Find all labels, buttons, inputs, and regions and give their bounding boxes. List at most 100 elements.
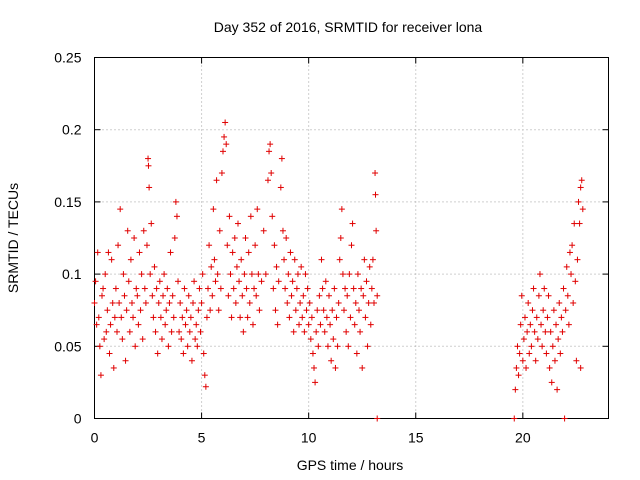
data-point bbox=[291, 256, 298, 263]
data-point bbox=[517, 321, 524, 328]
data-point bbox=[113, 328, 120, 335]
data-point bbox=[372, 170, 379, 177]
data-point bbox=[112, 285, 119, 292]
data-point bbox=[275, 278, 282, 285]
data-point bbox=[190, 299, 197, 306]
data-point bbox=[349, 220, 356, 227]
data-point bbox=[267, 141, 274, 148]
data-point bbox=[315, 343, 322, 350]
data-point bbox=[127, 256, 134, 263]
data-point bbox=[92, 278, 99, 285]
data-point bbox=[293, 285, 300, 292]
data-point bbox=[543, 350, 550, 357]
data-point bbox=[576, 220, 583, 227]
data-point bbox=[577, 364, 584, 371]
data-point bbox=[348, 242, 355, 249]
data-point bbox=[575, 198, 582, 205]
data-point bbox=[223, 141, 230, 148]
data-point bbox=[254, 206, 261, 213]
data-point bbox=[106, 350, 113, 357]
data-point bbox=[353, 350, 360, 357]
data-point bbox=[557, 350, 564, 357]
data-point bbox=[579, 206, 586, 213]
data-point bbox=[169, 292, 176, 299]
data-point bbox=[202, 383, 209, 390]
data-point bbox=[540, 307, 547, 314]
data-point bbox=[145, 162, 152, 169]
data-point bbox=[95, 314, 102, 321]
data-point bbox=[334, 343, 341, 350]
data-point bbox=[96, 343, 103, 350]
data-point bbox=[93, 321, 100, 328]
data-point bbox=[236, 278, 243, 285]
data-point bbox=[343, 328, 350, 335]
data-point bbox=[150, 314, 157, 321]
data-point bbox=[531, 328, 538, 335]
x-tick-label: 0 bbox=[91, 430, 99, 446]
data-point bbox=[347, 314, 354, 321]
data-point bbox=[554, 386, 561, 393]
data-point bbox=[152, 328, 159, 335]
data-point bbox=[98, 292, 105, 299]
data-point bbox=[145, 155, 152, 162]
data-point bbox=[521, 314, 528, 321]
data-point bbox=[191, 278, 198, 285]
data-point bbox=[561, 415, 568, 422]
data-point bbox=[166, 299, 173, 306]
data-point bbox=[364, 343, 371, 350]
data-point bbox=[273, 263, 280, 270]
data-point bbox=[224, 242, 231, 249]
data-point bbox=[355, 307, 362, 314]
data-point bbox=[272, 307, 279, 314]
data-point bbox=[146, 184, 153, 191]
data-point bbox=[314, 307, 321, 314]
data-point bbox=[279, 227, 286, 234]
data-point bbox=[132, 343, 139, 350]
data-point bbox=[545, 292, 552, 299]
data-point bbox=[534, 336, 541, 343]
data-point bbox=[357, 328, 364, 335]
data-point bbox=[574, 256, 581, 263]
data-point bbox=[311, 364, 318, 371]
data-point bbox=[143, 242, 150, 249]
data-point bbox=[352, 299, 359, 306]
data-point bbox=[147, 271, 154, 278]
plot-frame bbox=[94, 57, 609, 419]
data-point bbox=[309, 350, 316, 357]
data-point bbox=[305, 321, 312, 328]
data-point bbox=[512, 386, 519, 393]
data-point bbox=[298, 263, 305, 270]
y-tick-label: 0.2 bbox=[62, 122, 82, 138]
data-point bbox=[165, 343, 172, 350]
data-point bbox=[154, 350, 161, 357]
x-tick-label: 20 bbox=[515, 430, 531, 446]
data-point bbox=[155, 299, 162, 306]
data-point bbox=[550, 307, 557, 314]
data-point bbox=[277, 184, 284, 191]
data-point bbox=[318, 256, 325, 263]
data-point bbox=[137, 307, 144, 314]
data-point bbox=[173, 213, 180, 220]
data-point bbox=[529, 307, 536, 314]
data-point bbox=[151, 263, 158, 270]
data-point bbox=[251, 285, 258, 292]
data-point bbox=[228, 314, 235, 321]
data-point bbox=[124, 227, 131, 234]
data-point bbox=[363, 278, 370, 285]
data-point bbox=[184, 343, 191, 350]
data-point bbox=[336, 256, 343, 263]
data-point bbox=[255, 271, 262, 278]
data-point bbox=[239, 292, 246, 299]
data-point bbox=[351, 321, 358, 328]
data-point bbox=[186, 328, 193, 335]
data-point bbox=[110, 364, 117, 371]
data-point bbox=[332, 364, 339, 371]
data-point bbox=[511, 415, 518, 422]
data-point bbox=[369, 256, 376, 263]
data-point bbox=[126, 328, 133, 335]
data-point bbox=[175, 278, 182, 285]
data-point bbox=[91, 299, 98, 306]
data-point bbox=[556, 299, 563, 306]
data-point bbox=[269, 213, 276, 220]
data-point bbox=[535, 292, 542, 299]
